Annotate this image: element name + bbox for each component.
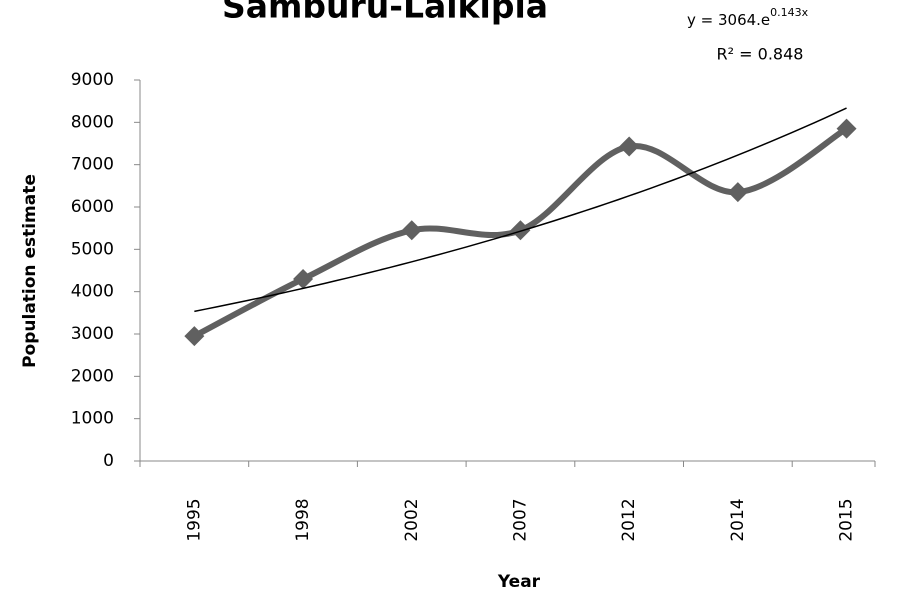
x-tick-label: 2007 [510,498,530,541]
equation: y = 3064.e0.143x [687,6,809,29]
y-tick-label: 0 [103,451,114,471]
y-tick-label: 4000 [71,282,114,302]
chart-title: Samburu-Laikipia [222,0,548,26]
x-tick-label: 1998 [293,498,313,541]
x-tick-label: 2002 [402,498,422,541]
marker [401,220,422,241]
x-tick-label: 2014 [728,498,748,541]
y-axis-label: Population estimate [20,174,40,368]
marker [727,182,748,203]
r2-label: R² = 0.848 [717,45,804,64]
trendline [194,107,847,313]
y-tick-label: 9000 [71,70,114,90]
y-tick-label: 5000 [71,239,114,259]
equation-exponent: 0.143x [770,6,808,19]
marker [510,220,531,241]
y-tick-label: 8000 [71,112,114,132]
equation-label: y = 3064.e [687,11,770,29]
y-tick-label: 6000 [71,197,114,217]
x-tick-label: 1995 [184,498,204,541]
y-tick-label: 3000 [71,324,114,344]
marker [619,136,640,157]
marker [836,118,857,139]
x-axis-label: Year [497,572,541,592]
y-tick-label: 2000 [71,366,114,386]
y-tick-label: 7000 [71,155,114,175]
x-tick-label: 2012 [619,498,639,541]
marker [293,268,314,289]
marker [184,326,205,347]
y-tick-label: 1000 [71,409,114,429]
x-tick-label: 2015 [837,498,857,541]
